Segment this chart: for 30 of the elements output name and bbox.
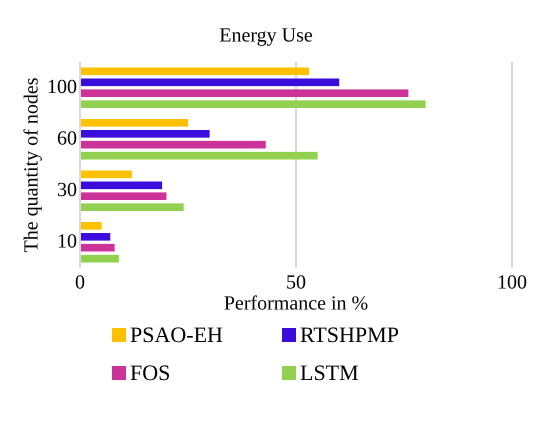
legend-label: LSTM xyxy=(300,360,359,386)
bar xyxy=(81,181,162,190)
legend-label: FOS xyxy=(130,360,170,386)
y-tick-label: 10 xyxy=(57,230,77,252)
y-axis-title: The quantity of nodes xyxy=(20,77,42,252)
bar xyxy=(81,130,210,138)
x-tick-label: 100 xyxy=(497,271,527,294)
bar xyxy=(81,140,266,149)
bar xyxy=(81,170,132,178)
bar xyxy=(81,192,166,200)
y-tick-label: 100 xyxy=(47,76,77,98)
bar xyxy=(81,78,340,86)
chart-title: Energy Use xyxy=(219,24,313,46)
bar xyxy=(81,244,115,252)
x-tick-label: 0 xyxy=(75,271,85,294)
bar xyxy=(81,232,110,241)
legend-label: RTSHPMP xyxy=(300,322,399,348)
bar xyxy=(81,152,318,160)
x-axis-title: Performance in % xyxy=(224,292,368,314)
bar xyxy=(81,89,408,98)
bar xyxy=(81,119,188,127)
y-tick-label: 60 xyxy=(57,128,77,150)
legend-label: PSAO-EH xyxy=(130,322,223,348)
bar xyxy=(81,254,119,262)
y-tick-label: 30 xyxy=(57,179,77,201)
x-tick-label: 50 xyxy=(286,271,306,294)
bar xyxy=(81,203,184,211)
bar xyxy=(81,100,426,108)
bar xyxy=(81,68,309,76)
bar xyxy=(81,222,102,230)
